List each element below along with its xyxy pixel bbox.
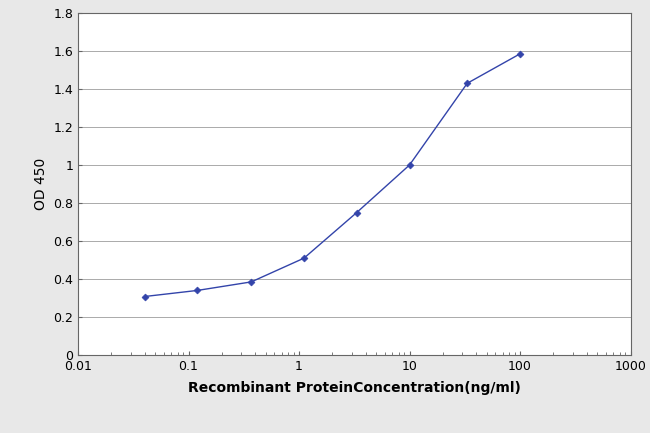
Y-axis label: OD 450: OD 450: [34, 158, 47, 210]
X-axis label: Recombinant ProteinConcentration(ng/ml): Recombinant ProteinConcentration(ng/ml): [188, 381, 521, 395]
